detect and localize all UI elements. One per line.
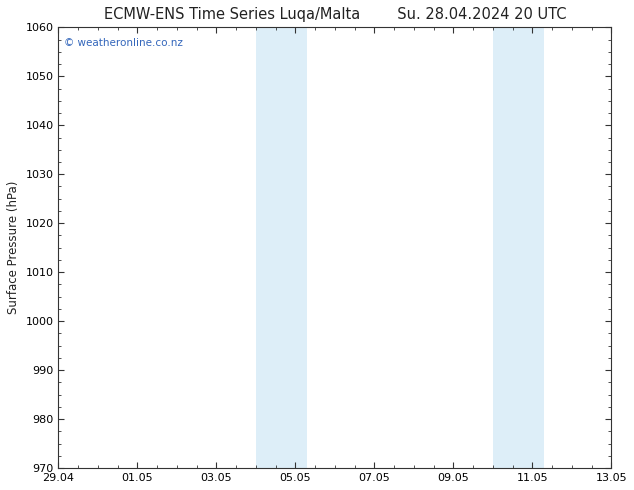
Y-axis label: Surface Pressure (hPa): Surface Pressure (hPa) [7,181,20,315]
Bar [521,27,544,468]
Text: © weatheronline.co.nz: © weatheronline.co.nz [64,38,183,49]
Bar [256,27,283,468]
Bar [283,27,307,468]
Bar [493,27,521,468]
Title: ECMW-ENS Time Series Luqa/Malta        Su. 28.04.2024 20 UTC: ECMW-ENS Time Series Luqa/Malta Su. 28.0… [103,7,566,22]
